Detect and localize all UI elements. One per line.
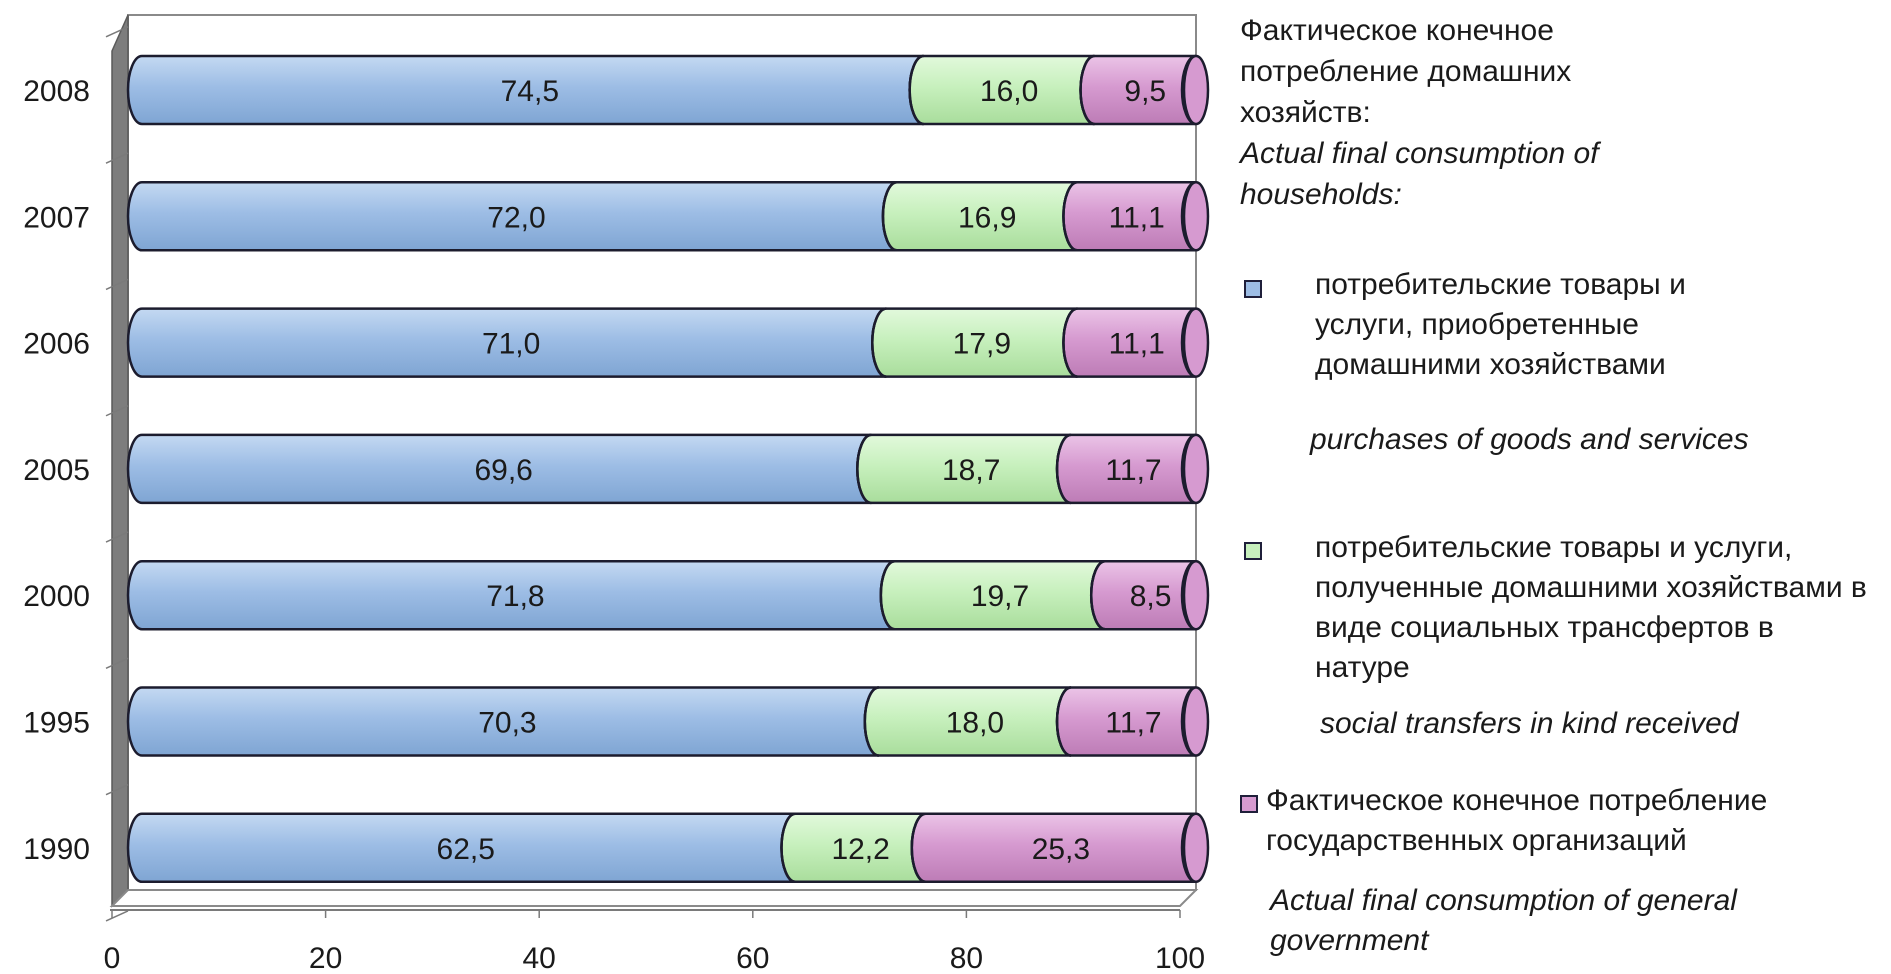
plot-side-wall bbox=[111, 14, 129, 908]
data-label: 12,2 bbox=[831, 833, 889, 866]
bar-end-cap bbox=[1182, 307, 1210, 378]
data-label: 62,5 bbox=[437, 833, 495, 866]
data-label: 18,7 bbox=[942, 454, 1000, 487]
bar-seam bbox=[856, 433, 872, 505]
bar-seam bbox=[1089, 559, 1106, 631]
bar-end-cap bbox=[1182, 686, 1210, 757]
legend-swatch-green bbox=[1244, 542, 1262, 560]
x-tick-labels: 0 20 40 60 80 100 bbox=[104, 942, 1205, 974]
chart-bars: 74,5 16,0 9,5 72,0 16,9 11,1 71,0 17,9 11,1 69,6 1… bbox=[126, 54, 1210, 884]
data-label: 70,3 bbox=[478, 707, 536, 740]
data-label: 16,9 bbox=[958, 201, 1016, 234]
category-label: 2008 bbox=[23, 75, 90, 108]
y-tick-mark bbox=[105, 910, 129, 922]
legend-item-label-ru: потребительские товары и услуги, приобре… bbox=[1315, 268, 1686, 381]
data-label: 11,1 bbox=[1109, 328, 1165, 361]
data-label: 69,6 bbox=[474, 454, 532, 487]
legend: Фактическое конечное потребление домашни… bbox=[1240, 10, 1890, 957]
bar-end-cap bbox=[1182, 181, 1210, 252]
legend-item-label-ru: Фактическое конечное потребление государ… bbox=[1266, 784, 1768, 857]
data-label: 11,1 bbox=[1109, 201, 1165, 234]
bar-end-cap bbox=[1182, 559, 1210, 631]
bar-seam bbox=[908, 54, 924, 126]
category-label: 2007 bbox=[23, 201, 90, 234]
y-tick-mark bbox=[105, 278, 129, 291]
data-label: 25,3 bbox=[1032, 833, 1090, 866]
category-label: 2005 bbox=[23, 454, 90, 487]
legend-heading: Фактическое конечное потребление домашни… bbox=[1240, 10, 1890, 215]
bar-seam bbox=[1055, 686, 1072, 757]
data-label: 72,0 bbox=[487, 201, 545, 234]
y-tick-mark bbox=[105, 783, 129, 796]
x-tick-label: 80 bbox=[950, 942, 983, 974]
y-tick-mark bbox=[105, 26, 129, 38]
chart-grid bbox=[105, 26, 1181, 922]
bar-end-cap bbox=[1182, 812, 1210, 884]
bar-seam bbox=[863, 686, 879, 757]
data-label: 9,5 bbox=[1124, 75, 1166, 108]
bar-end-cap bbox=[1182, 54, 1210, 126]
x-tick-label: 60 bbox=[736, 942, 769, 974]
bar-end-cap bbox=[1182, 433, 1210, 505]
category-label: 1990 bbox=[23, 833, 90, 866]
bar-seam bbox=[871, 307, 887, 378]
legend-item-label-en: social transfers in kind received bbox=[1320, 707, 1739, 740]
y-tick-mark bbox=[105, 531, 129, 543]
category-label: 2006 bbox=[23, 328, 90, 361]
data-label: 18,0 bbox=[946, 707, 1004, 740]
plot-floor bbox=[109, 889, 1199, 907]
bar-seam bbox=[1079, 54, 1095, 126]
category-label: 2000 bbox=[23, 580, 90, 613]
category-labels: 2008 2007 2006 2005 2000 1995 1990 bbox=[23, 75, 90, 866]
legend-item-label-en: purchases of goods and services bbox=[1310, 423, 1749, 456]
bar-seam bbox=[881, 181, 898, 252]
x-tick-label: 40 bbox=[523, 942, 556, 974]
data-label: 17,9 bbox=[953, 328, 1011, 361]
x-tick-label: 100 bbox=[1155, 942, 1205, 974]
legend-swatch-blue bbox=[1244, 280, 1262, 298]
data-label: 74,5 bbox=[501, 75, 559, 108]
y-tick-mark bbox=[105, 657, 129, 670]
bar-seam bbox=[1062, 181, 1078, 252]
bar-seam bbox=[780, 812, 796, 884]
x-tick-label: 20 bbox=[309, 942, 342, 974]
data-label: 11,7 bbox=[1105, 707, 1161, 740]
bar-seam bbox=[910, 812, 926, 884]
data-label: 19,7 bbox=[971, 580, 1029, 613]
legend-heading-ru: Фактическое конечное потребление домашни… bbox=[1240, 14, 1572, 129]
data-label: 11,7 bbox=[1105, 454, 1161, 487]
data-label: 71,8 bbox=[486, 580, 544, 613]
data-label: 16,0 bbox=[980, 75, 1038, 108]
category-label: 1995 bbox=[23, 707, 90, 740]
bar-seam bbox=[879, 559, 895, 631]
legend-item-label-ru: потребительские товары и услуги, получен… bbox=[1315, 531, 1867, 684]
bar-seam bbox=[1055, 433, 1072, 505]
y-tick-mark bbox=[105, 152, 129, 164]
data-label: 71,0 bbox=[482, 328, 540, 361]
bar-seam bbox=[1062, 307, 1078, 378]
x-tick-label: 0 bbox=[104, 942, 121, 974]
y-tick-mark bbox=[105, 405, 129, 417]
legend-item-label-en: Actual final consumption of general gove… bbox=[1270, 884, 1737, 957]
legend-swatch-purple bbox=[1240, 795, 1258, 813]
data-label: 8,5 bbox=[1130, 580, 1172, 613]
legend-heading-en: Actual final consumption of households: bbox=[1240, 137, 1599, 211]
